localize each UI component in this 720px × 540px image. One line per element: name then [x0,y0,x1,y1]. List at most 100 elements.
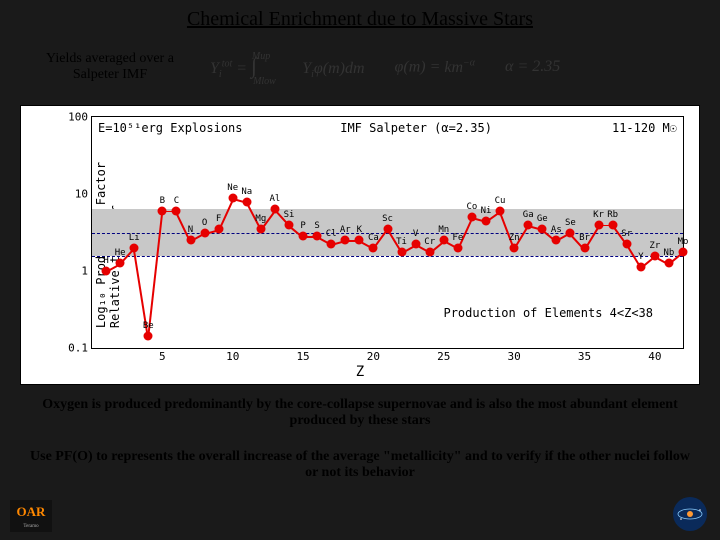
yields-line1: Yields averaged over a [46,51,174,66]
svg-text:Teramo: Teramo [23,524,39,529]
element-label: As [551,225,562,235]
header-row: Yields averaged over a Salpeter IMF Yito… [0,37,720,97]
element-label: B [160,196,165,206]
element-label: Ne [227,183,238,193]
ytick: 10 [75,188,88,201]
element-label: Nb [664,248,675,258]
data-point [186,236,195,245]
data-point [510,243,519,252]
data-point [467,213,476,222]
body-text-1: Oxygen is produced predominantly by the … [0,385,720,429]
xtick: 35 [578,350,591,363]
oar-logo: OAR Teramo [10,500,52,532]
data-point [383,224,392,233]
element-label: Mn [438,225,449,235]
element-label: Rb [607,210,618,220]
element-label: Se [565,218,576,228]
data-point [552,236,561,245]
formula-alpha: α = 2.35 [505,58,560,76]
data-point [327,240,336,249]
body-text-2: Use PF(O) to represents the overall incr… [0,429,720,481]
element-label: He [115,248,126,258]
ytick: 0.1 [68,342,88,355]
yields-caption: Yields averaged over a Salpeter IMF [20,51,200,83]
data-point [299,232,308,241]
xtick: 15 [296,350,309,363]
data-point [496,206,505,215]
yields-line2: Salpeter IMF [73,67,147,82]
data-point [482,216,491,225]
data-point [453,243,462,252]
xtick: 10 [226,350,239,363]
element-label: Ni [481,206,492,216]
element-label: Br [579,233,590,243]
element-label: Zr [649,241,660,251]
xtick: 30 [508,350,521,363]
element-label: Ca [368,233,379,243]
data-point [594,220,603,229]
element-label: K [357,225,362,235]
data-point [130,243,139,252]
data-point [524,220,533,229]
data-point [566,228,575,237]
element-label: Kr [593,210,604,220]
element-label: Zn [509,233,520,243]
data-point [439,236,448,245]
xtick: 40 [648,350,661,363]
data-point [285,220,294,229]
chart: Log₁₀ Production Factor Relative to Sola… [20,105,700,385]
data-point [622,240,631,249]
element-label: Li [129,233,140,243]
annot-prod: Production of Elements 4<Z<38 [443,306,653,320]
element-label: Al [270,194,281,204]
slide-title: Chemical Enrichment due to Massive Stars [0,0,720,31]
x-axis-label: Z [356,364,364,380]
ytick: 1 [81,265,88,278]
data-point [172,206,181,215]
element-label: Y [638,252,643,262]
data-point [608,220,617,229]
annot-e51: E=10⁵¹erg Explosions [98,121,243,135]
data-point [369,243,378,252]
element-label: Cr [424,237,435,247]
element-label: N [188,225,193,235]
data-point [214,224,223,233]
data-point [341,236,350,245]
data-point [144,332,153,341]
xtick: 25 [437,350,450,363]
data-point [538,224,547,233]
formula-phi: φ(m) = km−α [395,57,476,76]
element-label: Co [467,202,478,212]
data-point [200,228,209,237]
data-point [650,251,659,260]
element-label: P [300,221,305,231]
data-point [270,205,279,214]
element-label: Be [143,321,154,331]
formula-integral: Yitot = ∫MlowMup Yiφ(m)dm [210,53,365,80]
element-label: Sc [382,214,393,224]
data-point [580,243,589,252]
svg-text:OAR: OAR [17,504,47,519]
dashed-reference-2 [92,256,683,257]
data-point [256,224,265,233]
element-label: F [216,214,221,224]
data-point [313,232,322,241]
element-label: Cu [495,196,506,206]
data-point [664,259,673,268]
element-label: Ga [523,210,534,220]
data-point [636,263,645,272]
ytick: 100 [68,111,88,124]
element-label: Ar [340,225,351,235]
element-label: Ge [537,214,548,224]
data-point [411,240,420,249]
element-label: Si [284,210,295,220]
element-label: C [174,196,179,206]
data-point [425,247,434,256]
element-label: Fe [452,233,463,243]
element-label: V [413,229,418,239]
element-label: O [202,218,207,228]
data-point [228,193,237,202]
inaf-logo [672,496,708,532]
annot-imf: IMF Salpeter (α=2.35) [340,121,492,135]
element-label: S [314,221,319,231]
